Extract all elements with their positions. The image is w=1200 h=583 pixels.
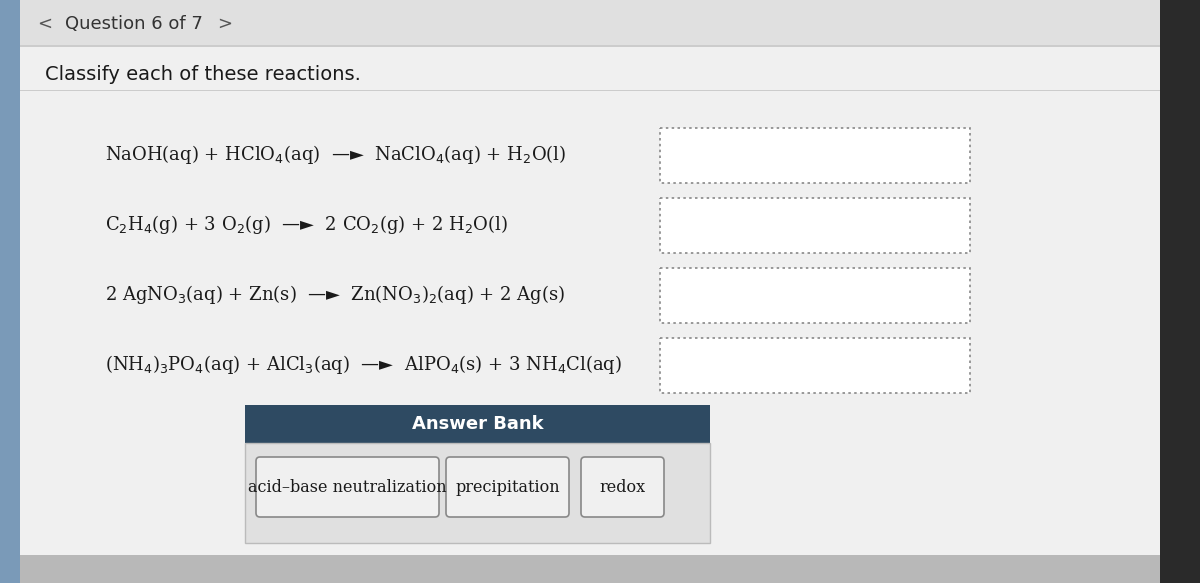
Bar bbox=[660, 268, 970, 323]
Text: NaOH(aq) + HClO$_4$(aq)  —►  NaClO$_4$(aq) + H$_2$O(l): NaOH(aq) + HClO$_4$(aq) —► NaClO$_4$(aq)… bbox=[106, 143, 566, 167]
Bar bbox=[660, 128, 970, 183]
Bar bbox=[0, 0, 20, 583]
Text: redox: redox bbox=[600, 479, 646, 496]
Text: acid–base neutralization: acid–base neutralization bbox=[248, 479, 446, 496]
Bar bbox=[660, 338, 970, 393]
FancyBboxPatch shape bbox=[581, 457, 664, 517]
Bar bbox=[20, 45, 1160, 47]
Text: C$_2$H$_4$(g) + 3 O$_2$(g)  —►  2 CO$_2$(g) + 2 H$_2$O(l): C$_2$H$_4$(g) + 3 O$_2$(g) —► 2 CO$_2$(g… bbox=[106, 213, 508, 237]
Text: Answer Bank: Answer Bank bbox=[412, 415, 544, 433]
Text: Classify each of these reactions.: Classify each of these reactions. bbox=[46, 65, 361, 85]
Bar bbox=[660, 198, 970, 253]
Text: <: < bbox=[37, 15, 53, 33]
Bar bbox=[20, 0, 1160, 45]
Text: (NH$_4$)$_3$PO$_4$(aq) + AlCl$_3$(aq)  —►  AlPO$_4$(s) + 3 NH$_4$Cl(aq): (NH$_4$)$_3$PO$_4$(aq) + AlCl$_3$(aq) —►… bbox=[106, 353, 622, 377]
Bar bbox=[245, 405, 710, 443]
Bar bbox=[1160, 0, 1200, 583]
Text: 2 AgNO$_3$(aq) + Zn(s)  —►  Zn(NO$_3$)$_2$(aq) + 2 Ag(s): 2 AgNO$_3$(aq) + Zn(s) —► Zn(NO$_3$)$_2$… bbox=[106, 283, 565, 307]
FancyBboxPatch shape bbox=[446, 457, 569, 517]
Bar bbox=[245, 443, 710, 543]
Text: >: > bbox=[217, 15, 233, 33]
FancyBboxPatch shape bbox=[256, 457, 439, 517]
Bar bbox=[20, 90, 1160, 91]
Text: Question 6 of 7: Question 6 of 7 bbox=[65, 15, 203, 33]
Text: precipitation: precipitation bbox=[455, 479, 560, 496]
